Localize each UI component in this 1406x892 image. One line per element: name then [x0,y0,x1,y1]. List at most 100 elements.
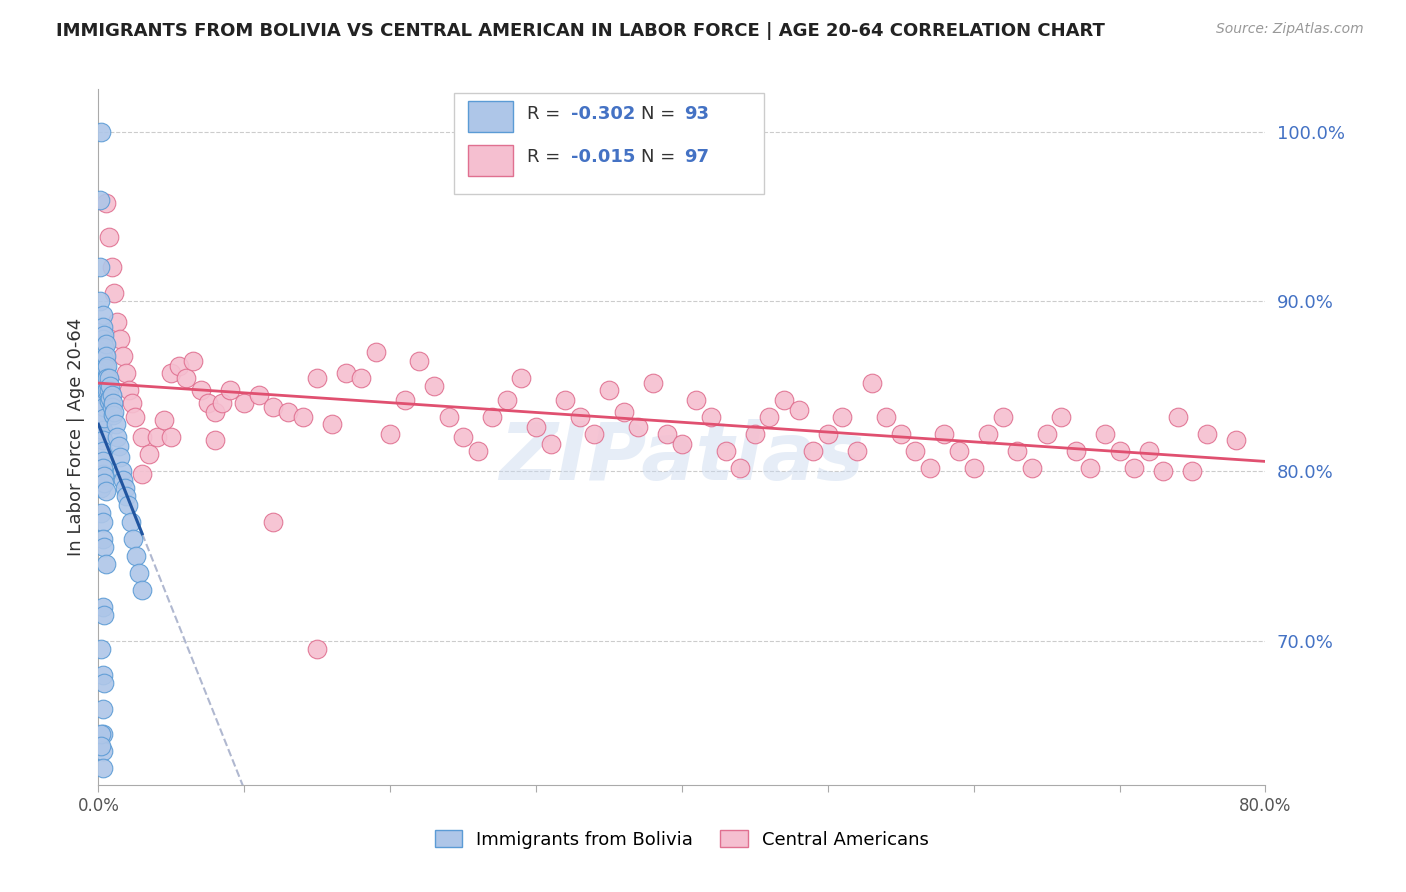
Point [291,409,314,424]
Point [112,349,135,363]
Point [773,392,796,407]
Point [89,260,111,275]
Point [1108,443,1130,458]
Text: IMMIGRANTS FROM BOLIVIA VS CENTRAL AMERICAN IN LABOR FORCE | AGE 20-64 CORRELATI: IMMIGRANTS FROM BOLIVIA VS CENTRAL AMERI… [56,22,1105,40]
Bar [468,145,513,177]
Point [91,454,114,468]
Point [467,443,489,458]
Point [277,404,299,418]
Point [91,599,114,614]
Text: N =: N = [641,104,681,122]
Point [831,409,853,424]
Point [104,417,127,431]
Point [977,426,1000,441]
Point [730,460,752,475]
Point [160,430,183,444]
Point [93,376,115,390]
Point [114,481,136,495]
Text: R =: R = [527,104,565,122]
Point [1123,460,1146,475]
Point [93,475,115,490]
Point [103,285,125,300]
Point [437,409,460,424]
Point [93,411,115,425]
Point [90,386,112,401]
Point [103,404,125,418]
Point [247,387,270,401]
Point [904,443,927,458]
Text: 97: 97 [685,148,709,166]
Point [160,366,183,380]
Point [380,426,402,441]
Point [91,467,114,482]
Point [91,319,114,334]
Point [112,473,135,487]
Point [97,370,120,384]
Point [91,423,114,437]
Point [94,360,117,375]
Point [451,430,474,444]
Bar [468,101,513,132]
Point [1021,460,1043,475]
Point [90,507,112,521]
Point [91,744,114,758]
Point [94,558,117,572]
Point [115,366,138,380]
Point [110,450,132,465]
Point [91,701,114,715]
Point [93,676,115,690]
Point [1035,426,1057,441]
Point [641,376,664,390]
Point [97,230,120,244]
Point [612,404,634,418]
Point [138,447,160,461]
Point [110,332,132,346]
Point [93,608,115,623]
Point [167,359,190,373]
Point [335,366,357,380]
Point [120,515,142,529]
Y-axis label: In Labor Force | Age 20-64: In Labor Force | Age 20-64 [66,318,84,557]
Point [801,443,824,458]
Point [875,409,897,424]
Point [105,315,128,329]
Point [93,400,115,414]
Point [554,392,576,407]
Point [90,481,112,495]
Point [97,383,120,397]
Point [91,342,114,356]
Point [671,437,693,451]
Point [583,426,606,441]
Point [96,383,118,397]
Point [153,413,176,427]
Point [91,434,114,448]
Point [93,340,115,354]
Point [101,408,124,422]
Point [91,383,114,397]
Point [91,362,114,376]
Point [481,409,503,424]
Text: Source: ZipAtlas.com: Source: ZipAtlas.com [1216,22,1364,37]
Point [100,400,122,414]
Point [321,417,343,431]
Point [218,383,240,397]
Point [540,437,562,451]
Text: ZIPatlas: ZIPatlas [499,419,865,497]
Point [93,351,115,366]
Point [190,383,212,397]
Point [91,515,114,529]
Point [846,443,869,458]
Point [128,566,150,580]
Point [101,396,124,410]
Point [125,549,148,563]
Point [93,328,115,343]
Point [524,420,547,434]
Point [1225,434,1247,448]
Point [1167,409,1189,424]
Point [89,193,111,207]
Point [204,404,226,418]
Point [91,351,114,366]
Point [91,392,114,407]
Point [408,353,430,368]
Point [91,460,114,475]
